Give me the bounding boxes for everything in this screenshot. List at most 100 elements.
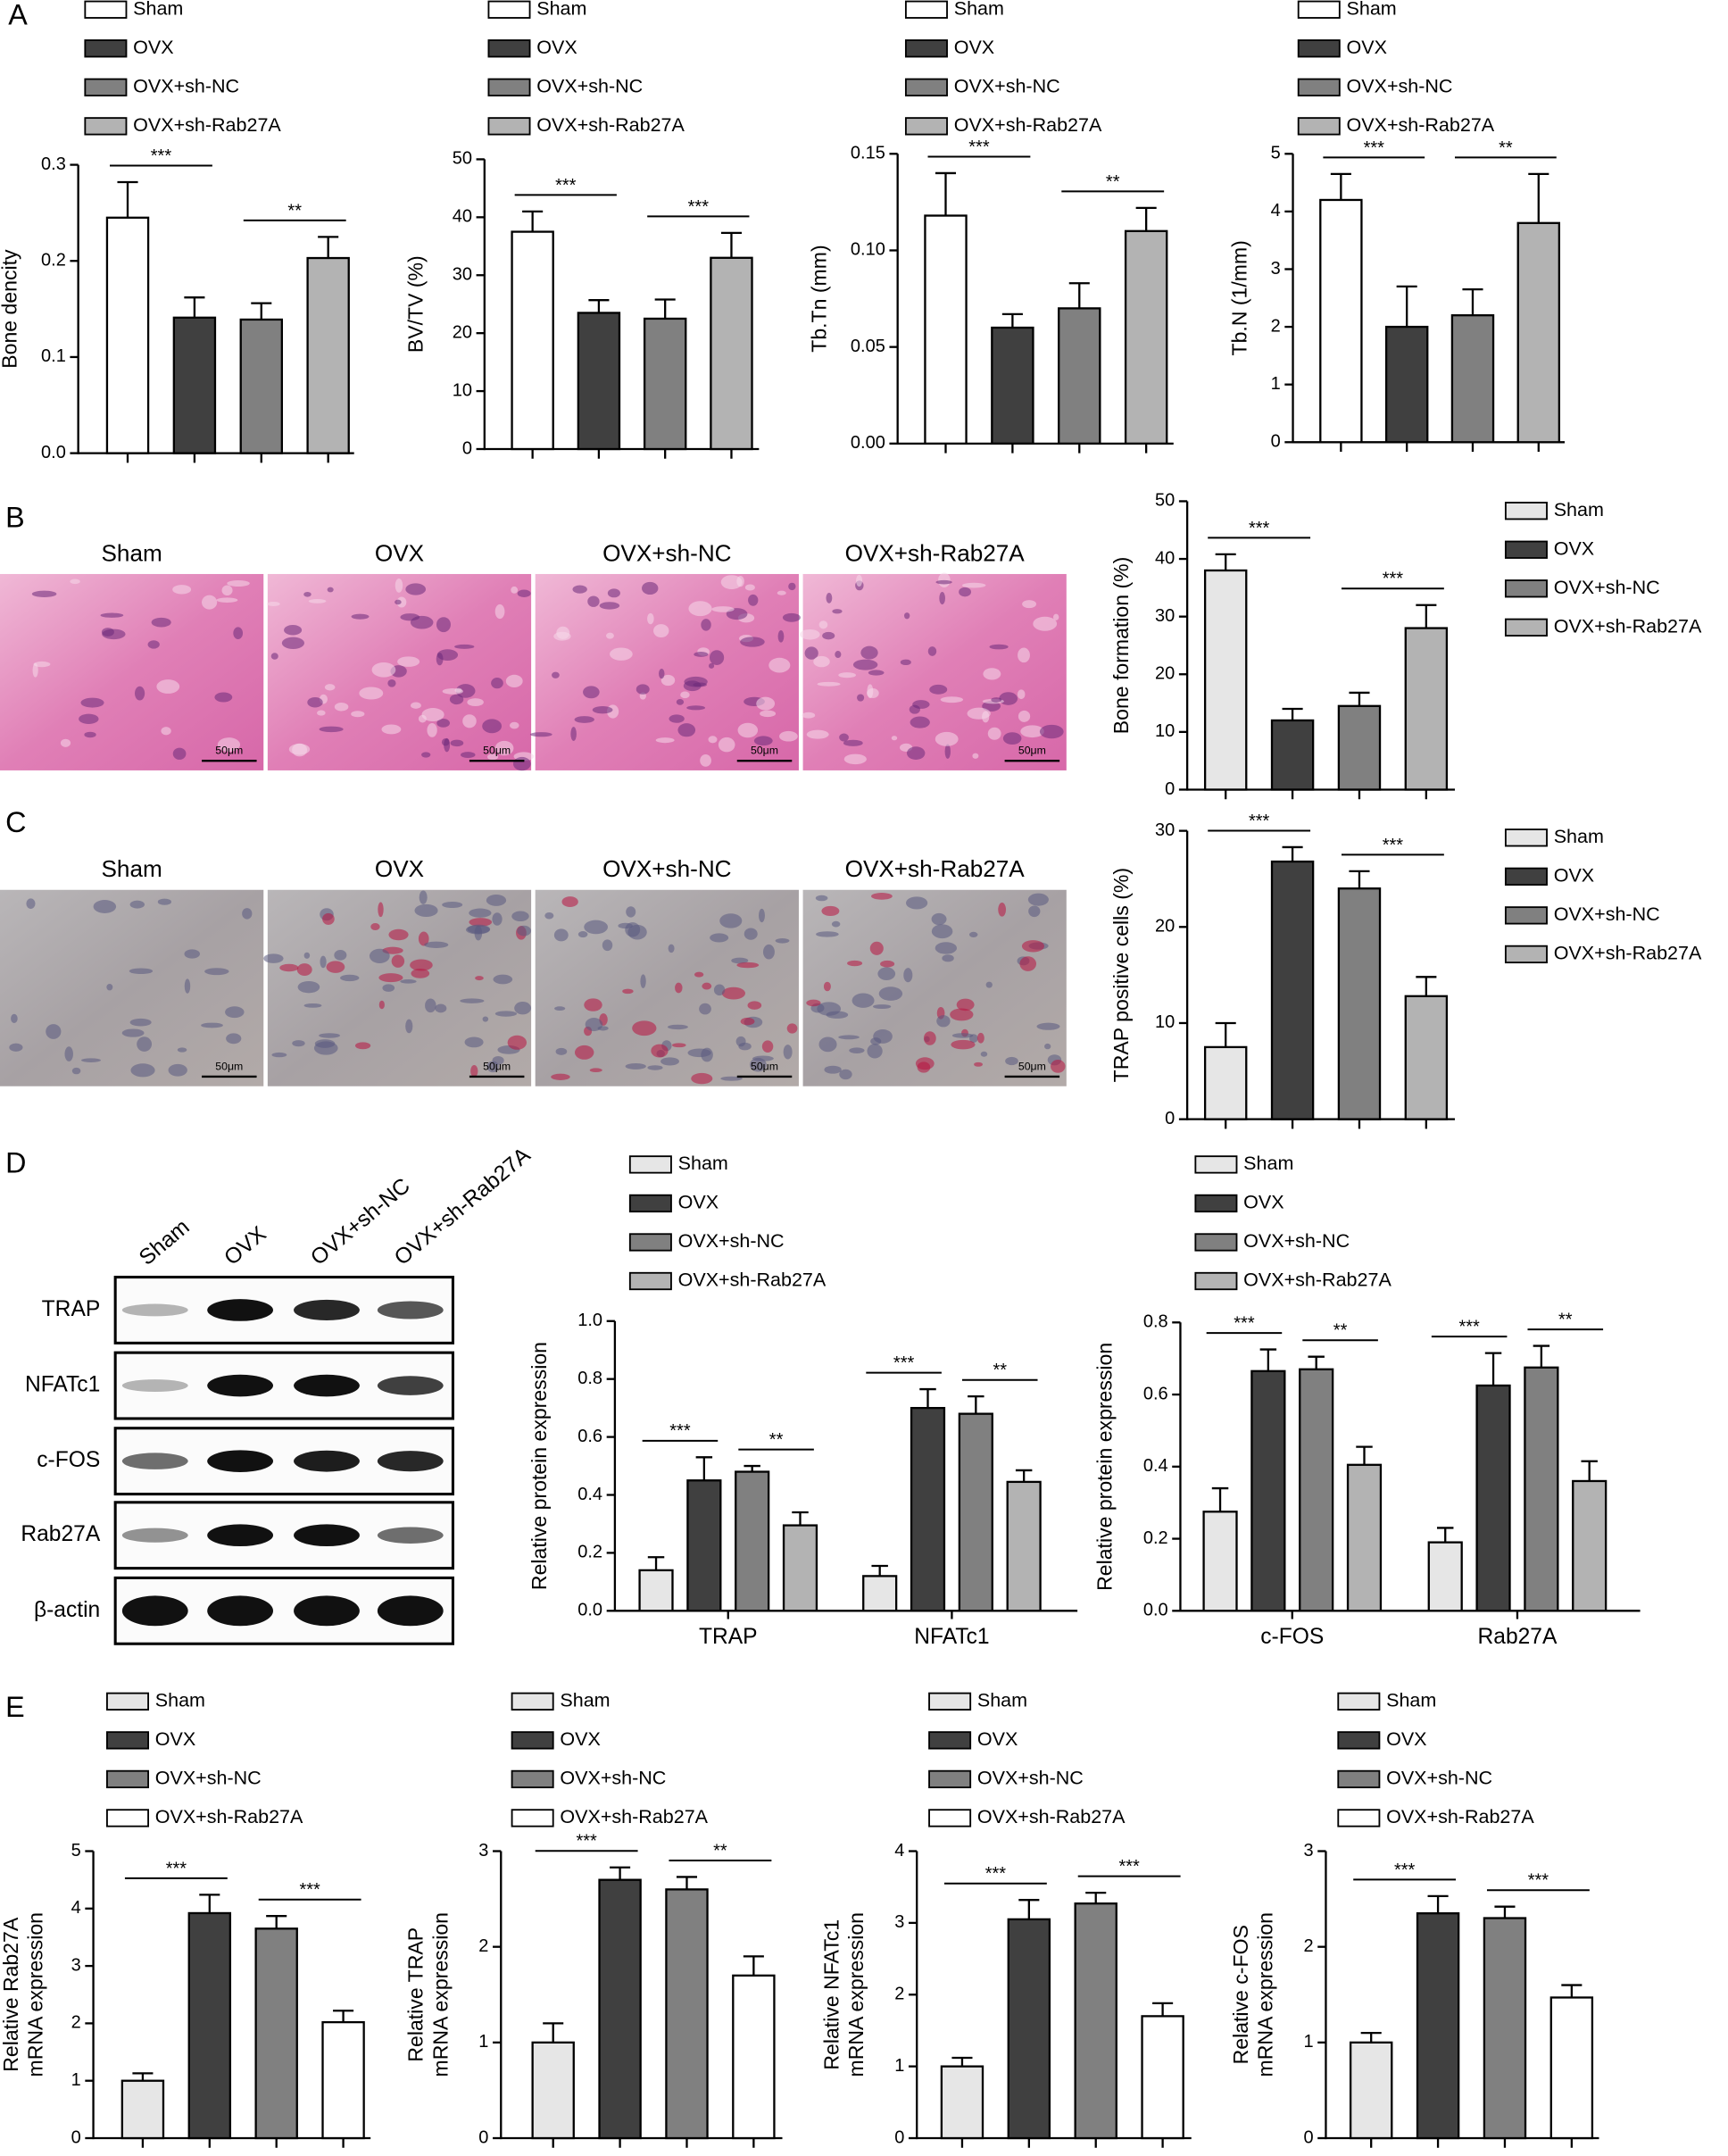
tissue-detail — [202, 595, 218, 610]
tissue-detail — [494, 604, 505, 620]
significance-label: *** — [1458, 1318, 1480, 1337]
legend-label: OVX+sh-NC — [1347, 76, 1453, 97]
tissue-detail — [561, 896, 578, 908]
tissue-detail — [786, 1023, 798, 1034]
lane-label: OVX — [220, 1222, 270, 1270]
y-tick-label: 40 — [1155, 548, 1175, 568]
tissue-detail — [719, 913, 743, 928]
tissue-detail — [976, 1032, 984, 1044]
tissue-detail — [940, 696, 964, 703]
y-tick-label: 5 — [71, 1841, 81, 1860]
tissue-detail — [70, 579, 80, 585]
tissue-detail — [482, 719, 503, 734]
tissue-detail — [319, 1033, 340, 1038]
bar — [1427, 1541, 1463, 1612]
significance-label: *** — [151, 146, 172, 166]
legend-swatch — [1337, 1809, 1381, 1827]
significance-label: *** — [985, 1864, 1007, 1884]
tissue-detail — [985, 981, 993, 988]
tissue-detail — [877, 967, 896, 981]
tissue-detail — [172, 585, 192, 595]
tissue-detail — [101, 628, 114, 637]
legend-label: OVX+sh-Rab27A — [678, 1269, 827, 1291]
legend-swatch — [1194, 1233, 1238, 1252]
tissue-detail — [950, 1008, 974, 1021]
legend-label: OVX+sh-Rab27A — [1554, 943, 1702, 964]
tissue-detail — [419, 890, 428, 904]
tissue-detail — [587, 595, 600, 607]
tissue-detail — [263, 953, 284, 963]
tissue-detail — [939, 592, 945, 605]
image-label: Sham — [102, 855, 162, 882]
y-tick-label: 0.2 — [41, 251, 66, 271]
bar — [306, 256, 350, 454]
tissue-detail — [756, 696, 776, 711]
legend-swatch — [904, 39, 948, 58]
tissue-detail — [462, 714, 477, 728]
legend-label: OVX+sh-Rab27A — [155, 1806, 303, 1827]
y-tick-label: 20 — [1155, 664, 1175, 684]
blot-band — [207, 1450, 274, 1472]
tissue-detail — [201, 1022, 223, 1028]
tissue-detail — [835, 651, 842, 659]
tissue-detail — [436, 719, 450, 728]
tissue-detail — [129, 968, 154, 975]
tissue-detail — [46, 1024, 62, 1039]
tissue-detail — [470, 1064, 478, 1078]
tissue-detail — [762, 944, 775, 960]
legend-swatch — [1297, 78, 1341, 96]
tissue-detail — [418, 714, 427, 723]
row-label: NFATc1 — [25, 1373, 100, 1397]
tissue-detail — [800, 628, 820, 640]
bar — [1475, 1384, 1511, 1612]
lane-label: OVX+sh-Rab27A — [390, 1143, 536, 1270]
tissue-detail — [702, 982, 712, 990]
bar — [1074, 1902, 1117, 2140]
y-axis-label: TRAP positive cells (%) — [1109, 868, 1133, 1082]
tissue-detail — [857, 694, 865, 702]
tissue-detail — [903, 968, 913, 983]
legend-label: OVX+sh-Rab27A — [954, 114, 1102, 136]
tissue-detail — [421, 707, 444, 722]
legend-label: OVX — [678, 1192, 719, 1213]
y-tick-label: 3 — [1303, 1841, 1313, 1860]
tissue-detail — [129, 900, 145, 909]
bar — [1416, 1912, 1460, 2140]
tissue-detail — [659, 668, 665, 679]
micrograph — [0, 573, 264, 770]
significance-label: *** — [688, 197, 710, 217]
significance-label: *** — [299, 1880, 320, 1900]
tissue-detail — [359, 687, 384, 700]
tissue-detail — [371, 662, 396, 678]
tissue-detail — [806, 729, 829, 739]
tissue-detail — [610, 647, 633, 661]
blot-band — [294, 1374, 360, 1397]
tissue-detail — [1051, 1060, 1066, 1073]
y-tick-label: 0 — [1165, 779, 1175, 799]
tissue-detail — [917, 1061, 931, 1073]
y-axis-label: Relative protein expression — [1093, 1343, 1117, 1591]
tissue-detail — [606, 632, 614, 639]
legend-swatch — [1297, 0, 1341, 19]
significance-label: ** — [287, 201, 302, 221]
tissue-detail — [469, 918, 493, 927]
legend-label: OVX — [977, 1728, 1018, 1750]
tissue-detail — [491, 678, 503, 689]
legend-label: OVX+sh-NC — [1386, 1768, 1492, 1789]
tissue-detail — [718, 737, 735, 753]
row-label: β-actin — [34, 1598, 100, 1622]
tissue-detail — [585, 1018, 603, 1032]
tissue-detail — [817, 681, 841, 687]
significance-label: *** — [968, 137, 990, 157]
tissue-detail — [411, 968, 430, 978]
tissue-detail — [31, 590, 57, 597]
tissue-detail — [1005, 1056, 1018, 1066]
bar — [1007, 1918, 1051, 2140]
legend-swatch — [628, 1271, 672, 1291]
bar — [638, 1569, 674, 1612]
tissue-detail — [1044, 1043, 1051, 1050]
tissue-detail — [761, 1040, 774, 1053]
y-axis-label: Relative Rab27A — [0, 1917, 22, 2072]
legend-swatch — [628, 1233, 672, 1252]
legend-swatch — [628, 1155, 672, 1174]
